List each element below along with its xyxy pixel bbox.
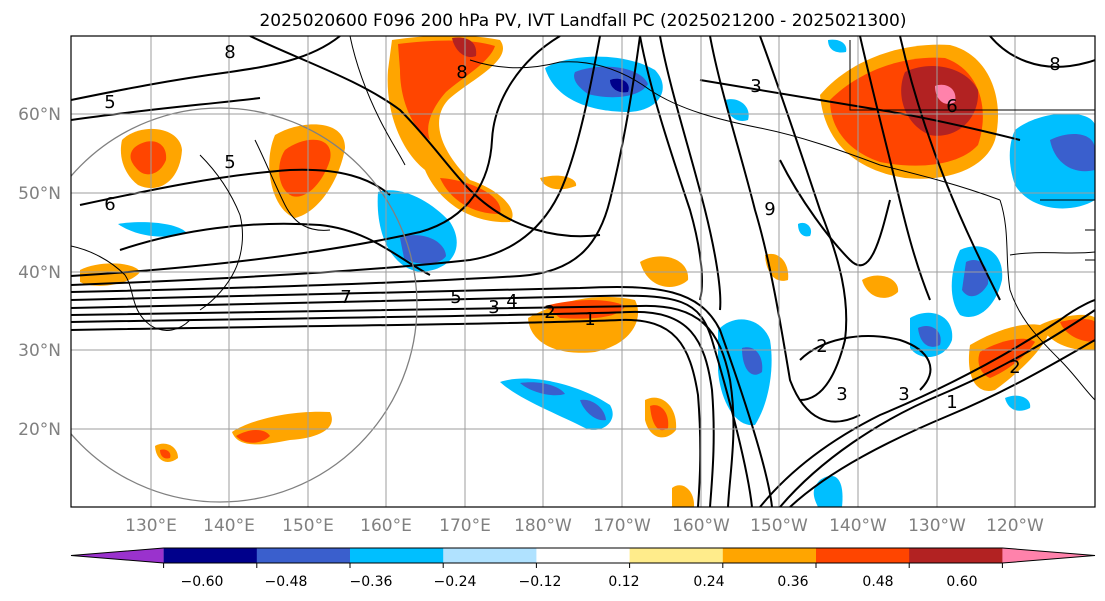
contour-label: 1 — [584, 309, 595, 330]
colorbar-segment — [816, 548, 910, 563]
lon-label: 130°E — [125, 516, 177, 536]
lon-label: 120°W — [986, 516, 1044, 536]
contour-label: 1 — [946, 392, 957, 413]
lon-label: 140°E — [203, 516, 255, 536]
contour-label: 7 — [340, 287, 351, 308]
contour-label: 5 — [450, 287, 461, 308]
contour-label: 8 — [224, 42, 235, 63]
contour-label: 9 — [764, 199, 775, 220]
gridlines — [71, 36, 1095, 507]
colorbar-segment — [629, 548, 724, 563]
map-panel: 8 8 5 5 6 7 5 3 4 2 1 3 9 2 3 3 1 2 6 8 — [18, 35, 1096, 536]
contour-labels: 8 8 5 5 6 7 5 3 4 2 1 3 9 2 3 3 1 2 6 8 — [104, 42, 1060, 413]
latitude-labels: 60°N 50°N 40°N 30°N 20°N — [18, 105, 61, 440]
colorbar-segments — [70, 547, 1096, 568]
contour-label: 5 — [104, 92, 115, 113]
colorbar-segment — [350, 548, 444, 563]
lat-label: 20°N — [18, 420, 61, 440]
colorbar-tick-label: −0.36 — [350, 574, 393, 590]
contour-label: 6 — [104, 194, 115, 215]
contour-label: 5 — [224, 152, 235, 173]
range-circle — [71, 107, 418, 503]
lat-label: 40°N — [18, 263, 61, 283]
lon-label: 140°W — [829, 516, 887, 536]
colorbar-tick-label: 0.36 — [777, 574, 808, 590]
longitude-labels: 130°E 140°E 150°E 160°E 170°E 180°W 170°… — [125, 516, 1044, 536]
colorbar-segment — [443, 548, 537, 563]
contour-label: 8 — [1049, 54, 1060, 75]
lon-label: 150°W — [750, 516, 808, 536]
lat-label: 50°N — [18, 184, 61, 204]
contour-label: 8 — [456, 62, 467, 83]
lat-label: 30°N — [18, 341, 61, 361]
colorbar-segment — [909, 548, 1003, 563]
colorbar-tick-label: −0.12 — [519, 574, 562, 590]
colorbar: −0.60 −0.48 −0.36 −0.24 −0.12 0.12 0.24 … — [70, 547, 1096, 590]
contour-label: 2 — [544, 302, 555, 323]
colorbar-segment — [536, 548, 631, 563]
colorbar-tick-label: 0.12 — [608, 574, 639, 590]
contour-label: 3 — [750, 76, 761, 97]
map-frame — [70, 35, 1096, 508]
contour-label: 6 — [946, 96, 957, 117]
lon-label: 150°E — [282, 516, 334, 536]
lon-label: 130°W — [908, 516, 966, 536]
colorbar-tick-label: −0.24 — [434, 574, 477, 590]
colorbar-tick-label: 0.24 — [693, 574, 724, 590]
colorbar-extend-low — [71, 548, 164, 563]
colorbar-tick-label: −0.48 — [265, 574, 308, 590]
lon-label: 170°W — [593, 516, 651, 536]
lon-label: 160°E — [360, 516, 412, 536]
lon-label: 180°W — [514, 516, 572, 536]
contour-label: 3 — [488, 297, 499, 318]
shaded-field — [80, 36, 1095, 507]
colorbar-tick-label: 0.48 — [862, 574, 893, 590]
colorbar-ticks: −0.60 −0.48 −0.36 −0.24 −0.12 0.12 0.24 … — [181, 574, 978, 590]
colorbar-tick-label: 0.60 — [946, 574, 977, 590]
contour-label: 3 — [898, 384, 909, 405]
colorbar-segment — [722, 548, 817, 563]
colorbar-segment — [163, 548, 258, 563]
colorbar-segment — [256, 548, 351, 563]
lat-label: 60°N — [18, 105, 61, 125]
contour-label: 4 — [506, 291, 517, 312]
lon-label: 160°W — [672, 516, 730, 536]
colorbar-tick-label: −0.60 — [181, 574, 224, 590]
contour-label: 2 — [816, 336, 827, 357]
coastlines — [71, 36, 1095, 401]
colorbar-extend-high — [1002, 548, 1095, 563]
figure-title: 2025020600 F096 200 hPa PV, IVT Landfall… — [259, 11, 906, 31]
contour-label: 3 — [836, 384, 847, 405]
lon-label: 170°E — [439, 516, 491, 536]
contour-label: 2 — [1009, 357, 1020, 378]
